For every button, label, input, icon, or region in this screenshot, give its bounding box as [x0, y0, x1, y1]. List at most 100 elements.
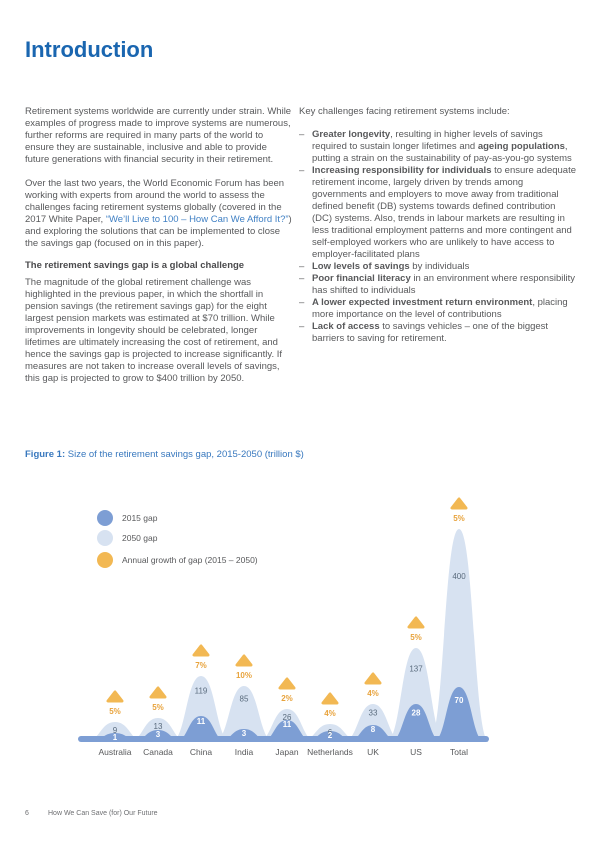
- label-2050-UK: 33: [369, 708, 378, 717]
- area-2050-India: [214, 686, 274, 742]
- bullet-text-segment: Lack of access: [312, 321, 380, 332]
- paragraph-gap-magnitude: The magnitude of the global retirement c…: [25, 277, 282, 384]
- area-2015-Total: [433, 687, 485, 742]
- label-2015-UK: 8: [371, 725, 376, 734]
- area-2050-US: [386, 648, 446, 742]
- label-2015-Australia: 1: [113, 733, 118, 742]
- legend-swatch-icon-1: [97, 530, 113, 546]
- growth-label-Canada: 5%: [152, 703, 164, 712]
- label-2015-Japan: 11: [283, 720, 292, 729]
- bullet-text-segment: to ensure adequate retirement income, la…: [312, 165, 576, 260]
- right-text-column: Key challenges facing retirement systems…: [299, 106, 578, 345]
- category-label-Netherlands: Netherlands: [307, 747, 353, 757]
- paragraph-wef-work: Over the last two years, the World Econo…: [25, 178, 293, 250]
- paragraph-text-segment: ) and exploring the solutions that can b…: [25, 214, 292, 249]
- label-2015-China: 11: [197, 717, 206, 726]
- bullet-text-segment: A lower expected investment return envir…: [312, 297, 533, 308]
- bullet-text: Greater longevity, resulting in higher l…: [312, 129, 578, 165]
- key-challenges-intro: Key challenges facing retirement systems…: [299, 106, 510, 117]
- section-subheading: The retirement savings gap is a global c…: [25, 260, 245, 271]
- label-2050-Japan: 26: [283, 713, 292, 722]
- bullet-text-segment: Greater longevity: [312, 129, 391, 140]
- key-challenges-list: – Greater longevity, resulting in higher …: [299, 129, 578, 345]
- category-label-UK: UK: [367, 747, 379, 757]
- category-label-Canada: Canada: [143, 747, 173, 757]
- bullet-dash: –: [299, 321, 305, 332]
- bullet-text-segment: Increasing responsibility for individual…: [312, 165, 492, 176]
- growth-label-Total: 5%: [453, 514, 465, 523]
- label-2050-Australia: 9: [113, 726, 118, 735]
- growth-triangle-icon-Netherlands: [321, 692, 339, 705]
- label-2015-India: 3: [242, 729, 247, 738]
- bullet-text-segment: ageing populations: [477, 141, 565, 152]
- challenge-bullet: – Greater longevity, resulting in higher …: [299, 129, 578, 165]
- area-2015-Australia: [89, 733, 141, 742]
- growth-triangle-icon-US: [407, 616, 425, 629]
- growth-label-US: 5%: [410, 633, 422, 642]
- bullet-text-segment: , resulting in higher levels of savings …: [312, 129, 543, 152]
- category-label-China: China: [190, 747, 212, 757]
- growth-triangle-icon-UK: [364, 672, 382, 685]
- page-title: Introduction: [25, 37, 154, 62]
- label-2050-India: 85: [240, 694, 249, 703]
- growth-label-India: 10%: [236, 671, 252, 680]
- bullet-text: Increasing responsibility for individual…: [312, 165, 578, 261]
- growth-label-Australia: 5%: [109, 707, 121, 716]
- bullet-text-segment: Poor financial literacy: [312, 273, 411, 284]
- label-2015-Netherlands: 2: [328, 731, 333, 740]
- bullet-text-segment: Low levels of savings: [312, 261, 410, 272]
- left-text-column: Retirement systems worldwide are current…: [25, 106, 293, 397]
- area-2050-Total: [429, 529, 489, 742]
- bullet-text: Poor financial literacy in an environmen…: [312, 273, 578, 297]
- growth-triangle-icon-China: [192, 644, 210, 657]
- label-2015-Total: 70: [455, 696, 464, 705]
- bullet-text-segment: , putting a strain on the sustainability…: [312, 141, 572, 164]
- label-2050-China: 119: [195, 687, 208, 696]
- area-2050-UK: [343, 704, 403, 742]
- label-2050-Total: 400: [452, 572, 466, 581]
- growth-label-China: 7%: [195, 661, 207, 670]
- area-2015-UK: [347, 725, 399, 742]
- footer-title: How We Can Save (for) Our Future: [48, 810, 158, 817]
- figure-caption: Figure 1: Size of the retirement savings…: [25, 449, 304, 460]
- label-2015-Canada: 3: [156, 730, 161, 739]
- bullet-text-segment: , placing more importance on the level o…: [312, 297, 568, 320]
- paragraph-text-segment: Over the last two years, the World Econo…: [25, 178, 285, 225]
- area-2015-China: [175, 716, 227, 742]
- bullet-text: A lower expected investment return envir…: [312, 297, 578, 321]
- page-footer: 6 How We Can Save (for) Our Future: [25, 810, 158, 817]
- challenge-bullet: – A lower expected investment return envi…: [299, 297, 578, 321]
- legend-label-1: 2050 gap: [122, 533, 158, 543]
- bullet-dash: –: [299, 273, 305, 284]
- challenge-bullet: – Lack of access to savings vehicles – on…: [299, 321, 578, 345]
- growth-label-Japan: 2%: [281, 694, 293, 703]
- bullet-text-segment: by individuals: [409, 261, 470, 272]
- area-2015-India: [218, 729, 270, 742]
- legend-swatch-icon-2: [97, 552, 113, 568]
- label-2015-US: 28: [412, 708, 421, 717]
- area-2015-Netherlands: [304, 731, 356, 742]
- category-label-US: US: [410, 747, 422, 757]
- growth-label-Netherlands: 4%: [324, 709, 336, 718]
- bullet-dash: –: [299, 165, 305, 176]
- bullet-text-segment: in an environment where responsibility h…: [312, 273, 575, 296]
- retirement-gap-chart: 915%Australia1335%Canada119117%China8531…: [78, 497, 489, 757]
- area-2015-Canada: [132, 730, 184, 742]
- area-2015-Japan: [261, 720, 313, 742]
- paragraph-retirement-strain: Retirement systems worldwide are current…: [25, 106, 292, 165]
- growth-triangle-icon-Australia: [106, 690, 124, 703]
- category-label-India: India: [235, 747, 254, 757]
- white-paper-link[interactable]: “We’ll Live to 100 – How Can We Afford I…: [105, 214, 289, 225]
- bullet-text: Low levels of savings by individuals: [312, 261, 469, 273]
- area-2050-China: [171, 676, 231, 742]
- challenge-bullet: – Poor financial literacy in an environme…: [299, 273, 578, 297]
- category-label-Australia: Australia: [98, 747, 131, 757]
- growth-triangle-icon-Total: [450, 497, 468, 510]
- challenge-bullet: – Increasing responsibility for individua…: [299, 165, 578, 261]
- bullet-text-segment: to savings vehicles – one of the biggest…: [312, 321, 549, 344]
- growth-label-UK: 4%: [367, 689, 379, 698]
- bullet-dash: –: [299, 297, 305, 308]
- label-2050-Netherlands: 6: [328, 728, 333, 737]
- challenge-bullet: – Low levels of savings by individuals: [299, 261, 578, 273]
